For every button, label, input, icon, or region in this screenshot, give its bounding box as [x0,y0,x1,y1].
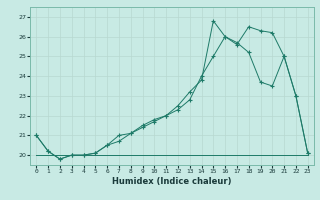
X-axis label: Humidex (Indice chaleur): Humidex (Indice chaleur) [112,177,232,186]
